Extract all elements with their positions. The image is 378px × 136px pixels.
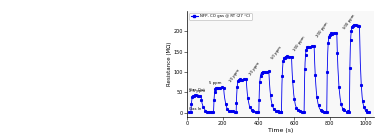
X-axis label: Time (s): Time (s): [268, 128, 293, 133]
Text: Gas Out: Gas Out: [189, 89, 205, 92]
Text: Gas In: Gas In: [189, 107, 201, 111]
Text: 200 ppm: 200 ppm: [316, 22, 329, 38]
Text: 500 ppm: 500 ppm: [343, 14, 356, 30]
Text: 5 ppm: 5 ppm: [209, 81, 222, 85]
Legend: NFP, CO gas @ RT (27 °C): NFP, CO gas @ RT (27 °C): [189, 13, 252, 20]
Text: 50 ppm: 50 ppm: [270, 46, 282, 60]
Y-axis label: Resistance (MΩ): Resistance (MΩ): [167, 42, 172, 86]
Text: 20 ppm: 20 ppm: [249, 61, 261, 76]
Text: 10 ppm: 10 ppm: [228, 69, 240, 83]
Text: 2.5 ppm: 2.5 ppm: [189, 89, 205, 93]
Text: 100 ppm: 100 ppm: [293, 35, 306, 52]
